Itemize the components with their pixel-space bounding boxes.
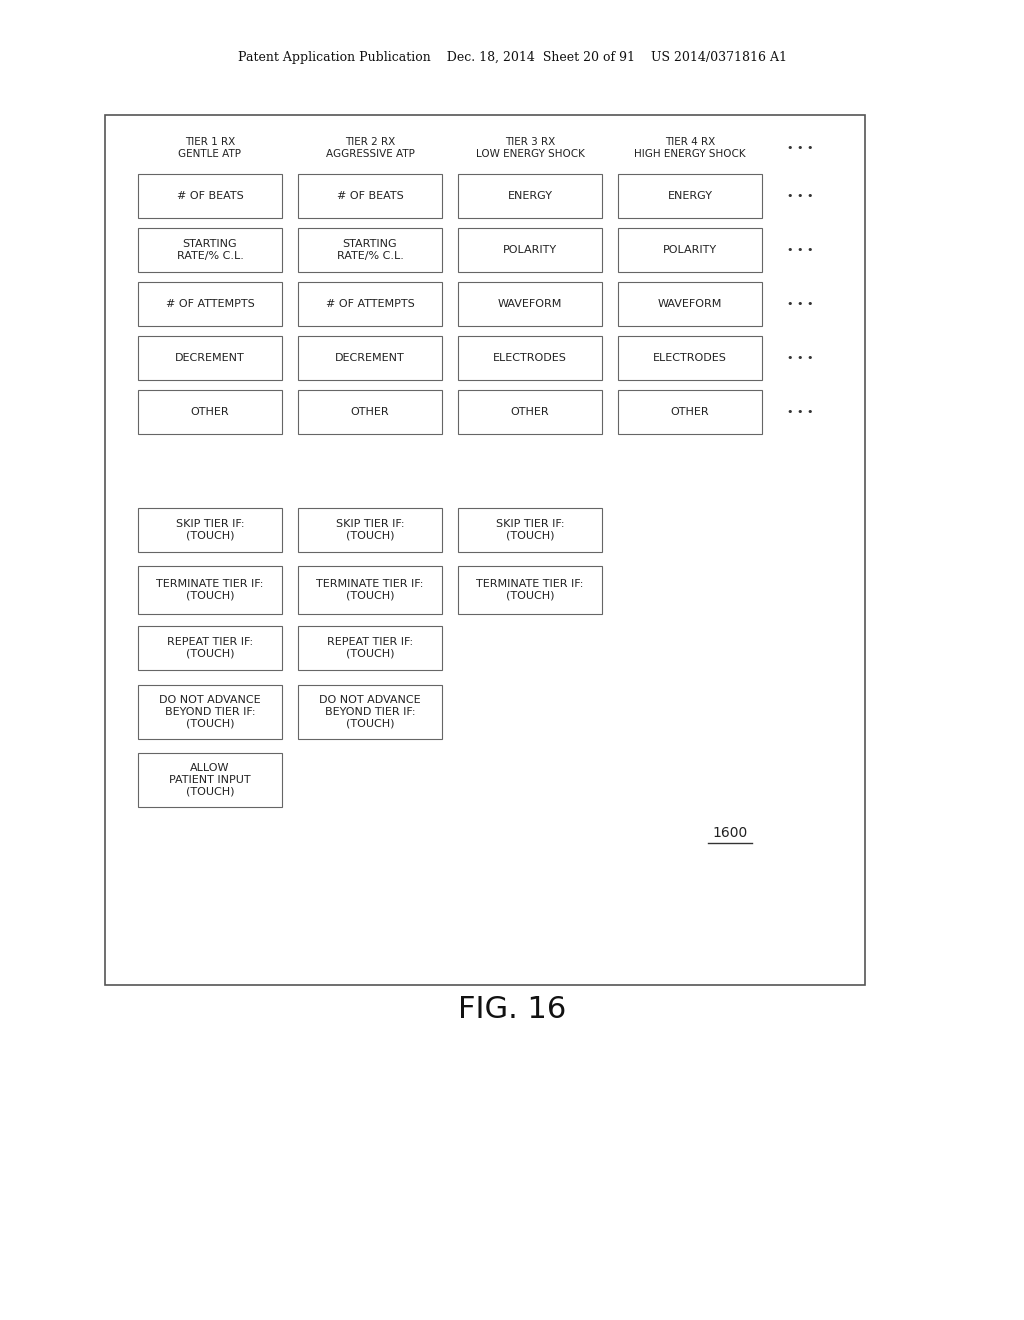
Text: STARTING
RATE/% C.L.: STARTING RATE/% C.L.: [337, 239, 403, 261]
Text: DO NOT ADVANCE
BEYOND TIER IF:
(TOUCH): DO NOT ADVANCE BEYOND TIER IF: (TOUCH): [159, 696, 261, 729]
Text: TIER 1 RX
GENTLE ATP: TIER 1 RX GENTLE ATP: [178, 137, 242, 158]
Bar: [298, 228, 442, 272]
Text: SKIP TIER IF:
(TOUCH): SKIP TIER IF: (TOUCH): [176, 519, 245, 541]
Bar: [298, 282, 442, 326]
Text: # OF ATTEMPTS: # OF ATTEMPTS: [326, 300, 415, 309]
Text: FIG. 16: FIG. 16: [458, 995, 566, 1024]
Text: OTHER: OTHER: [190, 407, 229, 417]
Bar: [138, 337, 282, 380]
Text: DECREMENT: DECREMENT: [175, 352, 245, 363]
Bar: [298, 174, 442, 218]
Text: TIER 3 RX
LOW ENERGY SHOCK: TIER 3 RX LOW ENERGY SHOCK: [475, 137, 585, 158]
Text: TERMINATE TIER IF:
(TOUCH): TERMINATE TIER IF: (TOUCH): [476, 579, 584, 601]
Text: DO NOT ADVANCE
BEYOND TIER IF:
(TOUCH): DO NOT ADVANCE BEYOND TIER IF: (TOUCH): [319, 696, 421, 729]
Bar: [618, 337, 762, 380]
Bar: [458, 566, 602, 614]
Text: REPEAT TIER IF:
(TOUCH): REPEAT TIER IF: (TOUCH): [167, 638, 253, 659]
Text: ELECTRODES: ELECTRODES: [653, 352, 727, 363]
Text: REPEAT TIER IF:
(TOUCH): REPEAT TIER IF: (TOUCH): [327, 638, 413, 659]
Text: POLARITY: POLARITY: [503, 246, 557, 255]
Bar: [138, 389, 282, 434]
Text: SKIP TIER IF:
(TOUCH): SKIP TIER IF: (TOUCH): [496, 519, 564, 541]
Text: TERMINATE TIER IF:
(TOUCH): TERMINATE TIER IF: (TOUCH): [316, 579, 424, 601]
Bar: [138, 508, 282, 552]
Bar: [618, 228, 762, 272]
Text: WAVEFORM: WAVEFORM: [498, 300, 562, 309]
Bar: [105, 115, 865, 985]
Bar: [138, 752, 282, 807]
Bar: [298, 566, 442, 614]
Bar: [138, 228, 282, 272]
Bar: [618, 389, 762, 434]
Text: Patent Application Publication    Dec. 18, 2014  Sheet 20 of 91    US 2014/03718: Patent Application Publication Dec. 18, …: [238, 51, 786, 65]
Bar: [298, 389, 442, 434]
Text: STARTING
RATE/% C.L.: STARTING RATE/% C.L.: [176, 239, 244, 261]
Text: ENERGY: ENERGY: [668, 191, 713, 201]
Bar: [618, 282, 762, 326]
Text: # OF ATTEMPTS: # OF ATTEMPTS: [166, 300, 254, 309]
Text: • • •: • • •: [786, 407, 813, 417]
Bar: [298, 508, 442, 552]
Bar: [618, 174, 762, 218]
Bar: [458, 282, 602, 326]
Text: POLARITY: POLARITY: [663, 246, 717, 255]
Text: OTHER: OTHER: [511, 407, 549, 417]
Text: WAVEFORM: WAVEFORM: [657, 300, 722, 309]
Bar: [138, 282, 282, 326]
Bar: [138, 626, 282, 671]
Bar: [298, 337, 442, 380]
Bar: [298, 685, 442, 739]
Text: • • •: • • •: [786, 300, 813, 309]
Text: OTHER: OTHER: [671, 407, 710, 417]
Text: • • •: • • •: [786, 246, 813, 255]
Bar: [458, 174, 602, 218]
Bar: [138, 566, 282, 614]
Text: DECREMENT: DECREMENT: [335, 352, 404, 363]
Bar: [138, 685, 282, 739]
Bar: [138, 174, 282, 218]
Text: OTHER: OTHER: [350, 407, 389, 417]
Text: ELECTRODES: ELECTRODES: [494, 352, 567, 363]
Text: • • •: • • •: [786, 143, 813, 153]
Text: ALLOW
PATIENT INPUT
(TOUCH): ALLOW PATIENT INPUT (TOUCH): [169, 763, 251, 796]
Text: • • •: • • •: [786, 352, 813, 363]
Text: TIER 2 RX
AGGRESSIVE ATP: TIER 2 RX AGGRESSIVE ATP: [326, 137, 415, 158]
Bar: [458, 337, 602, 380]
Bar: [458, 389, 602, 434]
Text: # OF BEATS: # OF BEATS: [176, 191, 244, 201]
Text: ENERGY: ENERGY: [508, 191, 553, 201]
Text: # OF BEATS: # OF BEATS: [337, 191, 403, 201]
Bar: [458, 228, 602, 272]
Bar: [458, 508, 602, 552]
Text: TIER 4 RX
HIGH ENERGY SHOCK: TIER 4 RX HIGH ENERGY SHOCK: [634, 137, 745, 158]
Bar: [298, 626, 442, 671]
Text: • • •: • • •: [786, 191, 813, 201]
Text: TERMINATE TIER IF:
(TOUCH): TERMINATE TIER IF: (TOUCH): [157, 579, 264, 601]
Text: SKIP TIER IF:
(TOUCH): SKIP TIER IF: (TOUCH): [336, 519, 404, 541]
Text: 1600: 1600: [713, 826, 748, 840]
